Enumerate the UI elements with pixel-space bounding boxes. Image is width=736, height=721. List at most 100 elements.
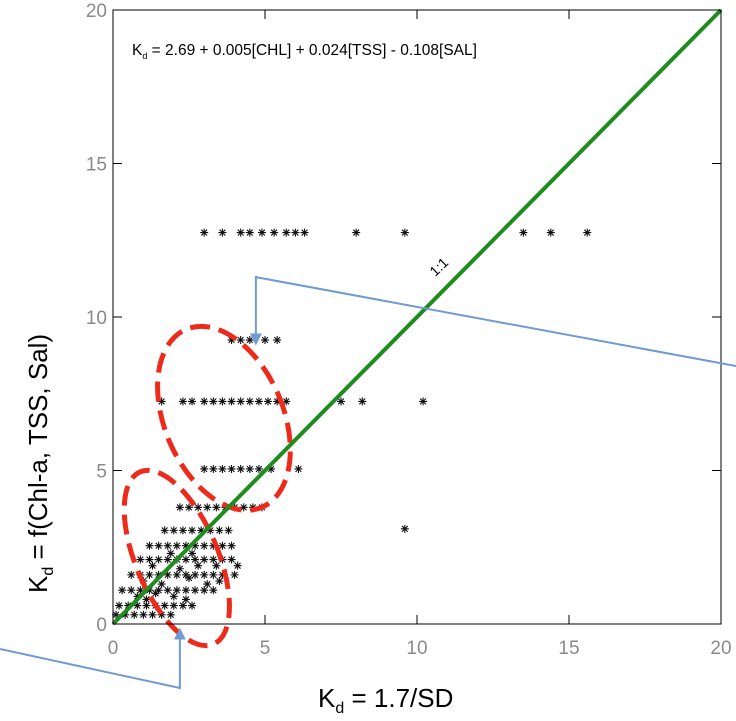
y-tick-label: 15 [86,155,107,176]
data-point [145,570,154,579]
data-point [200,397,209,406]
data-point [546,228,555,237]
y-axis-title-k: K [23,575,53,593]
y-tick-label: 20 [86,1,107,22]
data-point [188,549,197,558]
data-point [264,397,273,406]
equation-k-subscript: d [142,51,147,61]
x-tick-label: 0 [108,638,119,659]
data-point [112,610,121,619]
data-point [245,397,254,406]
data-point [209,541,218,550]
y-axis-title-rest: = f(Chl-a, TSS, Sal) [23,334,53,567]
data-point [227,464,236,473]
x-axis-title-subscript: d [335,700,344,717]
data-point [218,541,227,550]
axis-ticks: 0 5 10 15 20 0 5 10 15 20 [86,1,732,659]
data-point [136,586,145,595]
data-point [300,228,309,237]
data-point [519,228,528,237]
data-point [209,397,218,406]
data-point [169,592,178,601]
data-point [166,549,175,558]
data-point [236,464,245,473]
data-point [209,555,218,564]
data-point [282,228,291,237]
data-point [583,228,592,237]
data-point [291,228,300,237]
data-point [118,586,127,595]
data-point [218,228,227,237]
data-point [227,336,236,345]
y-axis-title-subscript: d [40,567,57,576]
equation-k: K [132,42,143,59]
data-point [175,503,184,512]
highlight-ellipse [121,467,232,649]
x-tick-label: 20 [710,638,731,659]
data-point [261,336,269,345]
data-point [236,397,245,406]
data-point [157,397,166,406]
data-point [218,464,227,473]
x-tick-label: 5 [260,638,271,659]
callout-arrow-upper [249,275,736,367]
data-point [169,526,178,535]
x-tick-label: 10 [406,638,427,659]
data-point [154,555,163,564]
data-point [215,577,224,586]
data-point [157,610,166,619]
data-point [160,526,169,535]
data-point [203,580,212,589]
data-point [194,503,203,512]
data-point [163,541,172,550]
data-point [139,610,148,619]
reference-line-label: 1:1 [426,254,451,279]
data-point [188,601,197,610]
data-point [172,586,181,595]
data-point [419,397,428,406]
data-points [112,228,592,619]
data-point [194,561,203,570]
data-point [200,228,209,237]
data-point [127,586,136,595]
data-point [136,555,145,564]
data-point [163,555,172,564]
data-point [145,541,154,550]
data-point [352,228,361,237]
data-point [224,526,233,535]
reference-line-group: 1:1 [111,8,723,626]
data-point [115,601,124,610]
data-point [236,336,245,345]
reference-line [111,8,723,626]
data-point [206,526,215,535]
data-point [254,397,263,406]
data-point [142,595,151,604]
data-point [200,555,209,564]
data-point [154,586,163,595]
data-point [154,541,163,550]
data-point [163,586,172,595]
data-point [239,503,248,512]
callout-arrow-lower [0,627,186,690]
data-point [157,580,166,589]
data-point [172,541,181,550]
data-point [236,228,245,237]
callout-arrows [0,275,736,690]
data-point [200,464,209,473]
data-point [273,397,282,406]
data-point [191,555,200,564]
data-point [178,397,187,406]
data-point [121,610,130,619]
data-point [218,570,227,579]
x-tick-label: 15 [558,638,579,659]
data-point [148,610,157,619]
data-point [142,601,151,610]
y-axis-title: Kd = f(Chl-a, TSS, Sal) [23,334,57,593]
data-point [191,541,200,550]
data-point [151,589,160,598]
data-point [181,555,190,564]
data-point [191,570,200,579]
data-point [197,526,206,535]
data-point [203,503,212,512]
data-point [400,524,409,533]
